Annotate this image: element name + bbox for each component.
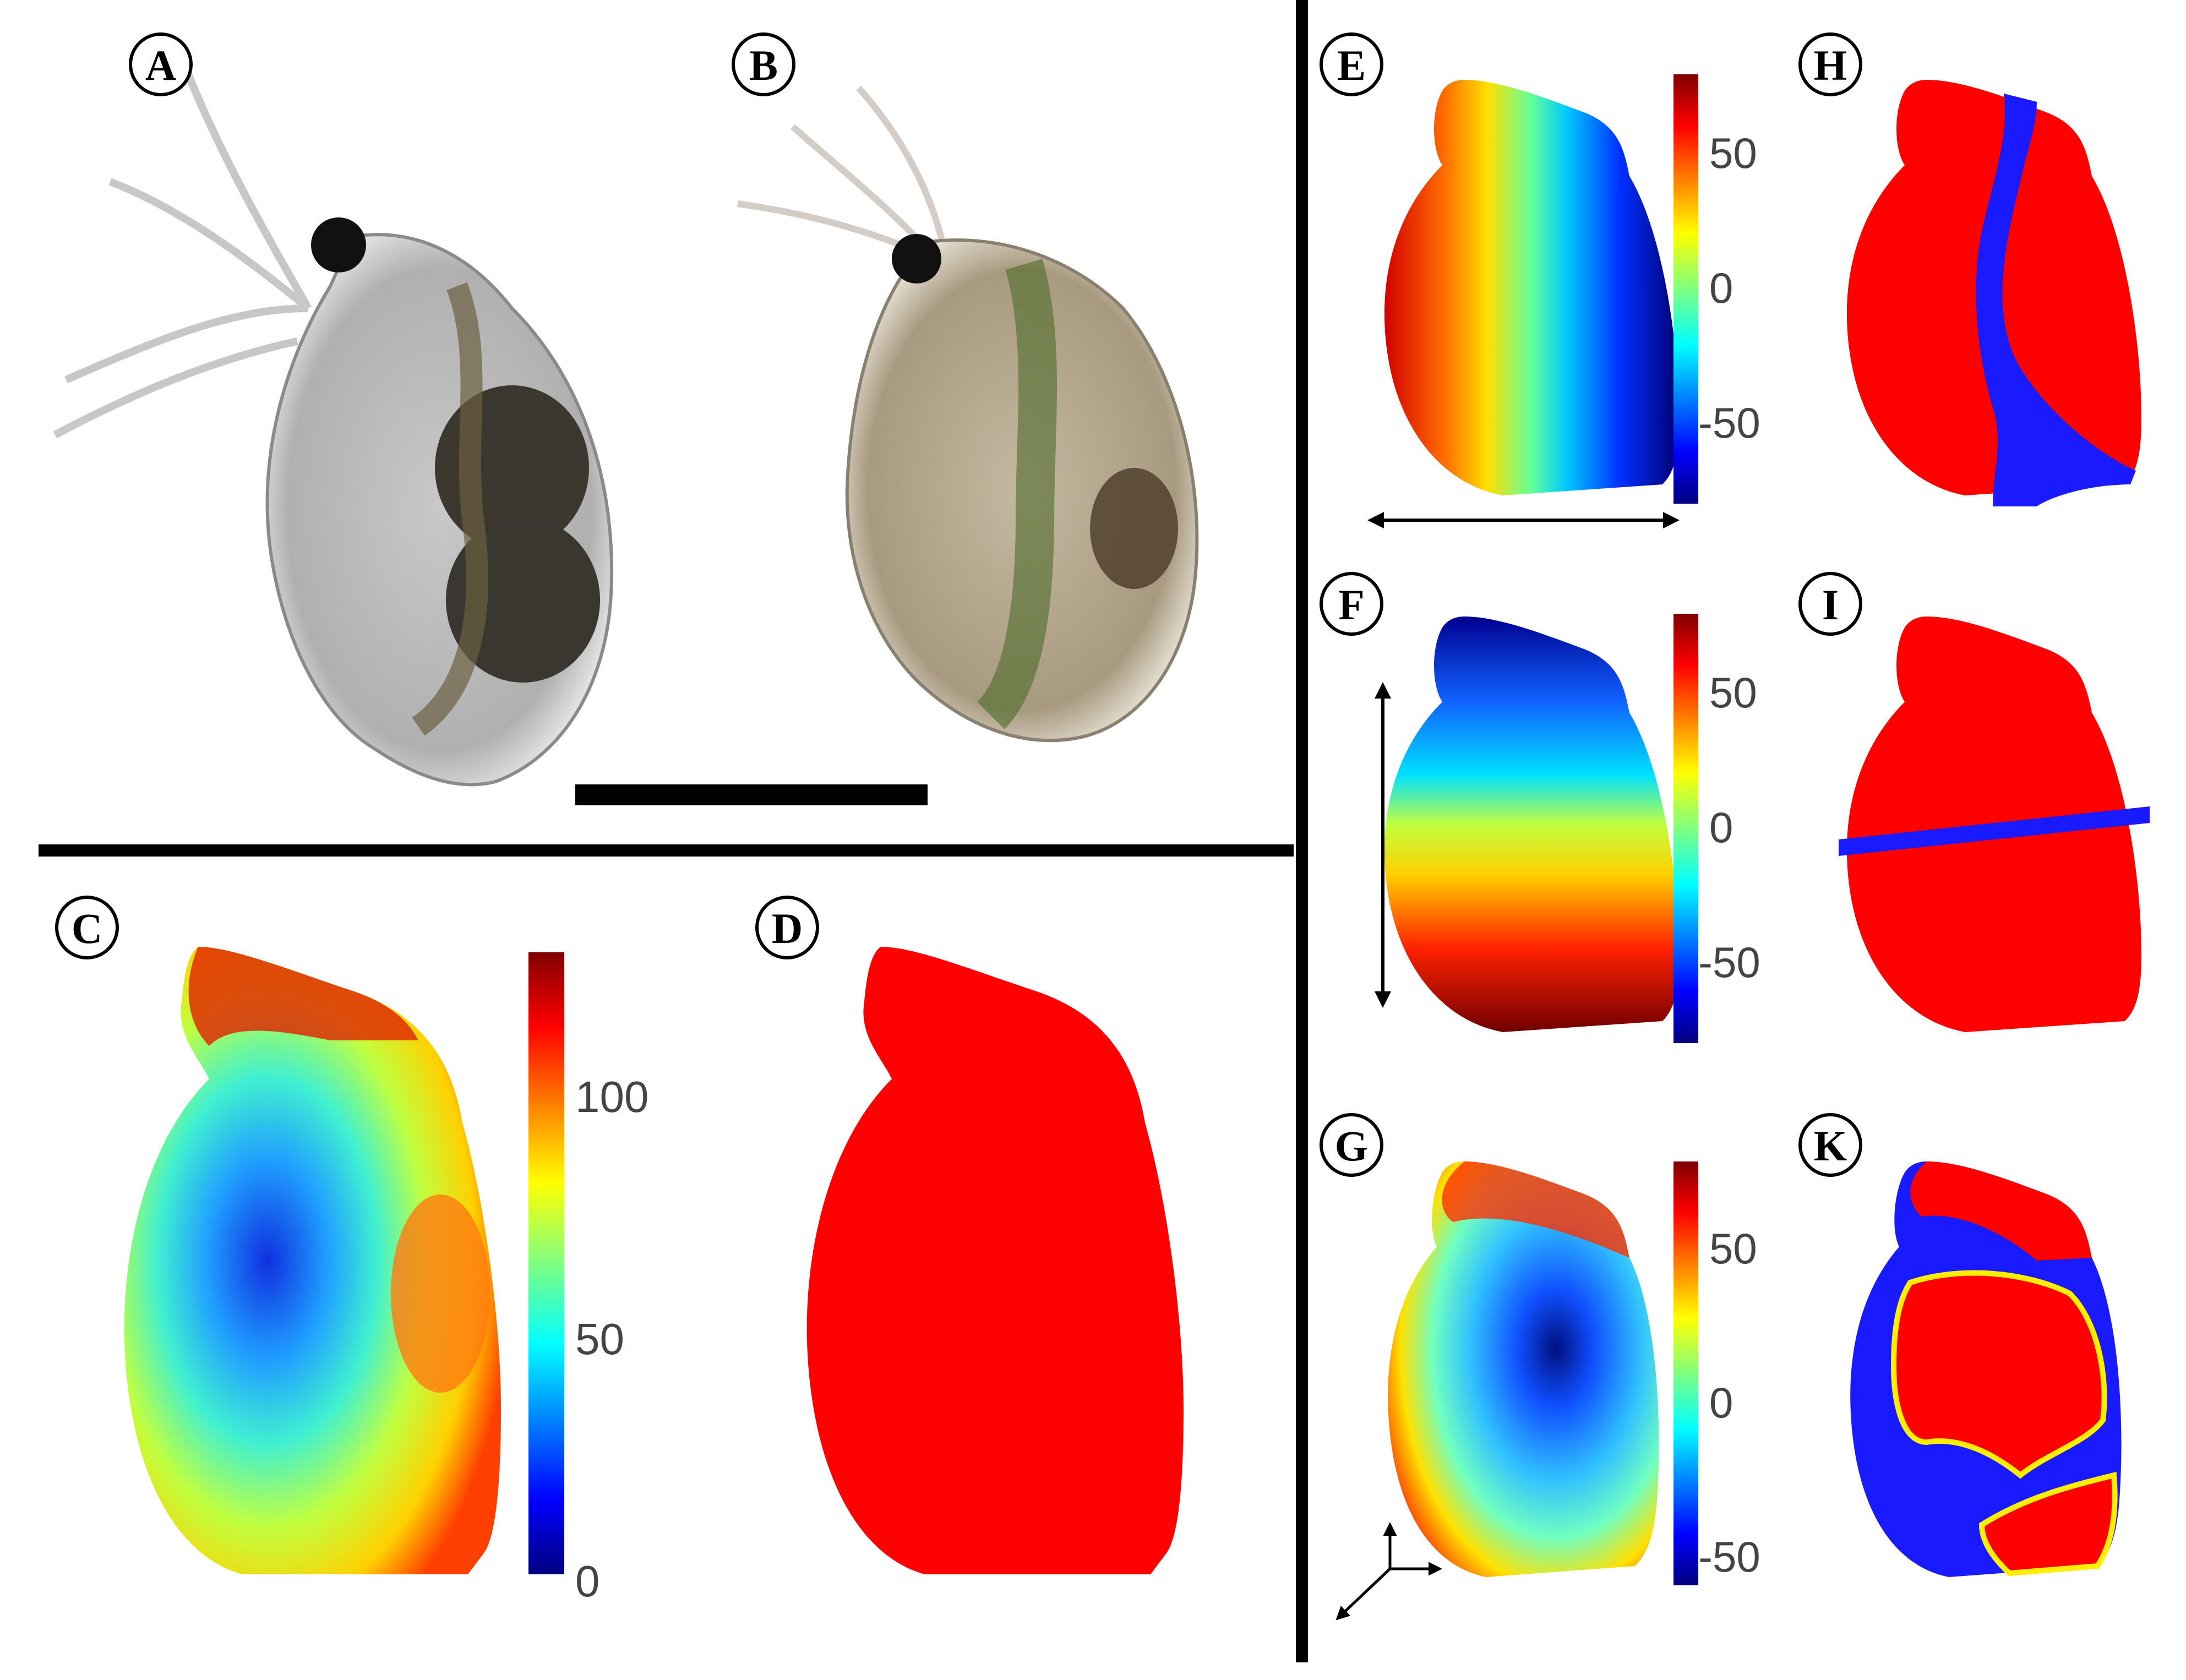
- scale-bar: [575, 784, 928, 805]
- panel-label-e-text: E: [1337, 41, 1366, 89]
- panel-label-g-text: G: [1335, 1122, 1369, 1170]
- panel-i: [1839, 617, 2150, 1032]
- colorbar-f-tick-2: -50: [1698, 938, 1760, 986]
- mask-region-blue-i: [1839, 806, 2150, 856]
- gut-b: [977, 259, 1057, 729]
- colorbar-e-tick-2: -50: [1698, 399, 1760, 447]
- brood-b: [1090, 468, 1178, 589]
- mask-region-red-k-middle: [1890, 1270, 2107, 1479]
- panel-label-e: E: [1320, 32, 1383, 96]
- panel-label-i-text: I: [1822, 581, 1839, 629]
- eye-a: [311, 217, 366, 272]
- panel-c: 100 50 0: [124, 947, 648, 1606]
- panel-label-h-text: H: [1814, 41, 1847, 89]
- colorbar-c-tick-2: 0: [575, 1557, 600, 1606]
- panel-e: 50 0 -50: [1367, 74, 1760, 528]
- panel-label-b: B: [732, 32, 795, 96]
- colorbar-f: [1673, 614, 1698, 1043]
- shell-rim-c: [188, 947, 418, 1046]
- colorbar-c-tick-0: 100: [575, 1072, 648, 1121]
- hotspot-c: [391, 1194, 490, 1393]
- panel-label-f-text: F: [1338, 581, 1365, 629]
- colorbar-e-tick-0: 50: [1709, 129, 1757, 177]
- colorbar-g: [1673, 1161, 1698, 1585]
- daphnia-antennae-a: [53, 70, 312, 439]
- panel-a: [53, 70, 614, 787]
- axes-triad-icon: [1335, 1522, 1442, 1621]
- colorbar-e-tick-1: 0: [1709, 264, 1733, 312]
- colorbar-g-tick-2: -50: [1698, 1532, 1760, 1581]
- colorbar-g-tick-1: 0: [1709, 1378, 1733, 1427]
- shell-heatmap-g: [1388, 1161, 1659, 1577]
- panel-label-k: K: [1798, 1113, 1862, 1177]
- mask-region-blue-h: [1976, 94, 2136, 506]
- panel-label-a-text: A: [145, 41, 176, 89]
- panel-label-d: D: [755, 896, 819, 959]
- colorbar-c-tick-1: 50: [575, 1314, 624, 1363]
- panel-f: 50 0 -50: [1375, 614, 1760, 1043]
- panel-label-a: A: [129, 32, 193, 96]
- shell-heatmap-e: [1384, 80, 1679, 495]
- panel-h: [1846, 80, 2141, 506]
- panel-label-c: C: [55, 896, 119, 959]
- shell-heatmap-c: [124, 947, 501, 1574]
- panel-label-d-text: D: [772, 904, 803, 952]
- shell-mask-d: [806, 947, 1184, 1574]
- panel-b: [737, 86, 1199, 743]
- panel-k: [1850, 1161, 2122, 1577]
- colorbar-c: [528, 952, 564, 1574]
- mask-region-red-k-bottom: [1978, 1471, 2118, 1577]
- colorbar-e: [1673, 74, 1698, 504]
- panel-label-k-text: K: [1814, 1122, 1847, 1170]
- colorbar-f-tick-0: 50: [1709, 668, 1757, 717]
- mask-region-red-k-top: [1910, 1161, 2092, 1261]
- shell-heatmap-f: [1384, 617, 1679, 1032]
- panel-label-b-text: B: [749, 41, 778, 89]
- panel-labels: A B C D E F G H: [55, 32, 1862, 1177]
- panel-label-c-text: C: [72, 904, 102, 952]
- panel-label-g: G: [1320, 1113, 1383, 1177]
- shell-rim-g: [1442, 1161, 1629, 1258]
- eye-b: [892, 234, 941, 283]
- panel-g: 50 0 -50: [1335, 1161, 1760, 1621]
- gut-a: [412, 282, 488, 736]
- colorbar-g-tick-0: 50: [1709, 1224, 1757, 1273]
- panel-label-i: I: [1798, 572, 1862, 636]
- colorbar-f-tick-1: 0: [1709, 803, 1733, 852]
- panel-label-h: H: [1798, 32, 1862, 96]
- panel-label-f: F: [1320, 572, 1383, 636]
